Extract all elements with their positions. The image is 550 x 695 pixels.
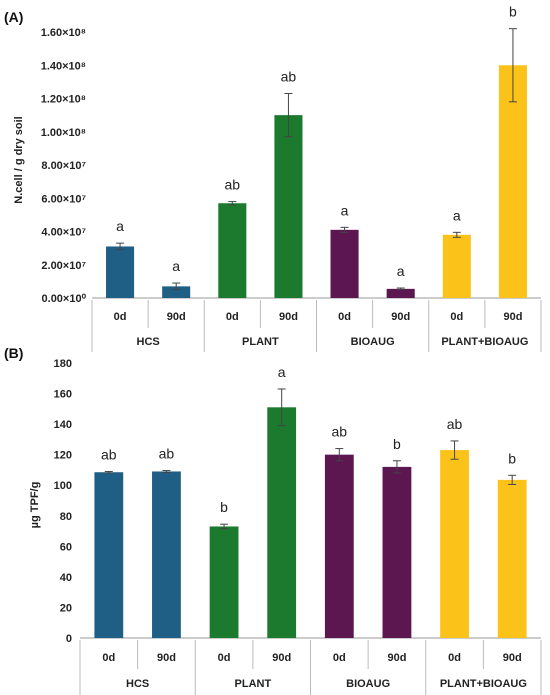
chart-b-bar: [267, 407, 297, 638]
chart-a-x-tick-label: 90d: [167, 311, 186, 323]
chart-b-ytick-label: 180: [54, 358, 72, 370]
chart-a-significance-label: a: [341, 202, 349, 218]
chart-a-x-tick-label: 90d: [391, 311, 410, 323]
chart-b-panel-label: (B): [4, 345, 23, 361]
chart-b-bar: [440, 450, 469, 638]
chart-a-group-label: BIOAUG: [351, 336, 395, 348]
chart-b-significance-label: ab: [101, 446, 117, 462]
chart-a-ytick-label: 2.00×10⁷: [41, 260, 86, 272]
chart-a-bar: [330, 229, 359, 298]
chart-a-x-tick-label: 0d: [450, 311, 463, 323]
chart-b-x-tick-label: 90d: [272, 652, 291, 664]
chart-b-ytick-label: 140: [54, 419, 72, 431]
chart-b-x-tick-label: 90d: [503, 652, 522, 664]
chart-a-ytick-label: 1.40×10⁸: [41, 60, 86, 72]
chart-b-ytick-label: 160: [54, 389, 72, 401]
chart-b-x-tick-label: 0d: [102, 652, 115, 664]
chart-b-ytick-label: 100: [54, 480, 72, 492]
chart-a-x-tick-label: 0d: [226, 311, 239, 323]
chart-b-ytick-label: 0: [66, 633, 72, 645]
chart-b-group-label: HCS: [126, 678, 149, 690]
chart-a-significance-label: ab: [225, 177, 241, 193]
chart-a-bar: [442, 234, 471, 298]
chart-b-x-tick-label: 90d: [387, 652, 406, 664]
chart-b-bar: [497, 479, 527, 638]
chart-a-significance-label: a: [453, 207, 461, 223]
chart-a-y-axis-label: N.cell / g dry soil: [13, 116, 25, 203]
chart-b-group-label: BIOAUG: [346, 678, 390, 690]
chart-a-bar: [218, 203, 247, 298]
chart-a-bar: [106, 246, 135, 298]
chart-b-significance-label: ab: [332, 424, 348, 440]
chart-b-significance-label: b: [220, 499, 228, 515]
chart-b-ytick-label: 120: [54, 450, 72, 462]
chart-b-significance-label: b: [393, 436, 401, 452]
chart-b-ytick-label: 40: [60, 572, 72, 584]
chart-b-group-label: PLANT: [235, 678, 272, 690]
chart-a-bar: [274, 115, 303, 298]
chart-a-bar: [386, 288, 415, 298]
chart-b-bar: [324, 454, 354, 638]
chart-a-group-label: PLANT: [242, 336, 279, 348]
chart-b-ytick-label: 80: [60, 511, 72, 523]
chart-a-panel-label: (A): [4, 9, 23, 25]
chart-a-ytick-label: 1.00×10⁸: [41, 127, 86, 139]
chart-a-ytick-label: 0.00×10⁰: [42, 293, 87, 305]
chart-b-significance-label: a: [278, 364, 286, 380]
chart-a-significance-label: a: [397, 263, 405, 279]
chart-a-ytick-label: 6.00×10⁷: [41, 193, 86, 205]
chart-b-significance-label: ab: [159, 446, 175, 462]
chart-a-ytick-label: 4.00×10⁷: [41, 227, 86, 239]
chart-a-ytick-label: 8.00×10⁷: [41, 160, 86, 172]
chart-a-bar: [498, 65, 527, 298]
chart-a-x-tick-label: 90d: [503, 311, 522, 323]
chart-b-significance-label: b: [508, 450, 516, 466]
chart-b-ytick-label: 60: [60, 541, 72, 553]
chart-a-significance-label: a: [172, 258, 180, 274]
chart-b-x-tick-label: 0d: [333, 652, 346, 664]
chart-a-significance-label: ab: [281, 69, 297, 85]
chart-a-group-label: PLANT+BIOAUG: [441, 336, 528, 348]
chart-a-x-tick-label: 0d: [114, 311, 127, 323]
chart-a-bar: [162, 286, 191, 298]
chart-a-significance-label: b: [509, 4, 517, 20]
chart-a-significance-label: a: [116, 218, 124, 234]
chart-b-x-tick-label: 90d: [157, 652, 176, 664]
chart-a-x-tick-label: 90d: [279, 311, 298, 323]
chart-a-x-tick-label: 0d: [338, 311, 351, 323]
chart-b-bar: [152, 471, 181, 638]
chart-b-significance-label: ab: [447, 416, 463, 432]
chart-b-y-axis-label: µg TPF/g: [29, 482, 41, 529]
chart-b-group-label: PLANT+BIOAUG: [440, 678, 527, 690]
chart-b-bar: [94, 472, 124, 638]
chart-b-x-tick-label: 0d: [218, 652, 231, 664]
chart-a-ytick-label: 1.20×10⁸: [41, 94, 86, 106]
chart-a-group-label: HCS: [137, 336, 160, 348]
chart-b-ytick-label: 20: [60, 602, 72, 614]
chart-b-bar: [209, 526, 239, 638]
chart-b-x-tick-label: 0d: [448, 652, 461, 664]
chart-b-bar: [382, 466, 412, 638]
chart-a-ytick-label: 1.60×10⁸: [41, 27, 86, 39]
